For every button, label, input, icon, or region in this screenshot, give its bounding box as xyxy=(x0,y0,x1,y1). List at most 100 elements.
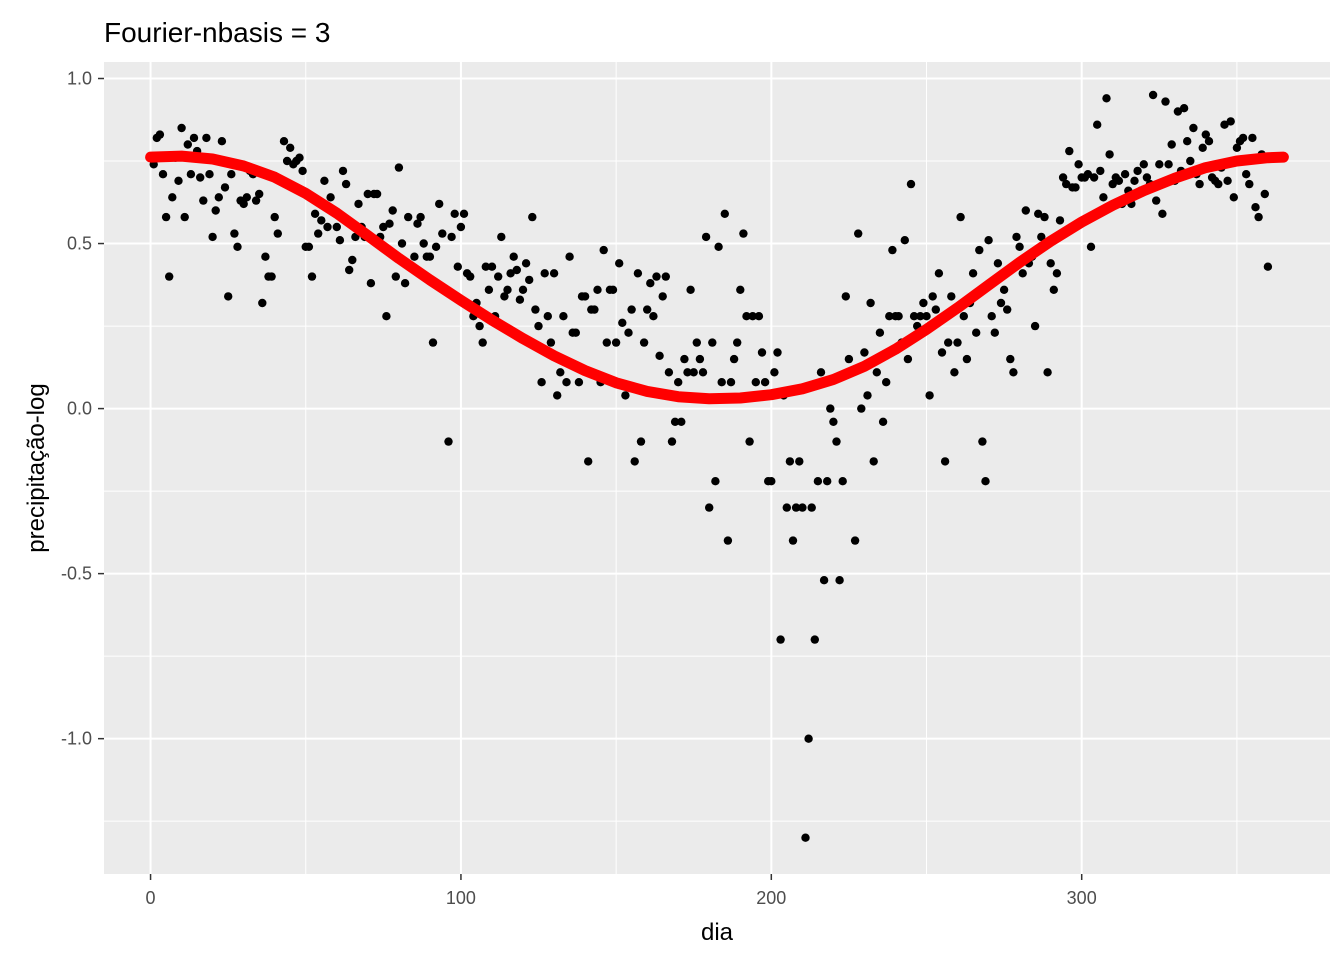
data-point xyxy=(754,312,764,321)
x-tick-label: 300 xyxy=(1067,888,1097,908)
data-point xyxy=(304,242,314,251)
data-point xyxy=(186,170,196,179)
data-point xyxy=(503,285,512,294)
data-point xyxy=(717,378,726,387)
data-point xyxy=(494,272,503,281)
data-point xyxy=(1214,179,1223,189)
data-point xyxy=(419,239,428,248)
data-point xyxy=(447,232,456,242)
data-point xyxy=(689,368,698,377)
data-point xyxy=(1046,259,1055,268)
data-point xyxy=(773,348,782,357)
data-point xyxy=(189,133,199,143)
data-point xyxy=(782,503,791,512)
data-point xyxy=(922,312,931,321)
data-point xyxy=(841,292,850,301)
data-point xyxy=(1245,179,1254,189)
data-point xyxy=(1223,176,1232,185)
data-point xyxy=(404,212,413,222)
data-point xyxy=(801,833,810,842)
data-point xyxy=(574,378,584,387)
data-point xyxy=(317,216,326,225)
data-point xyxy=(813,477,823,486)
data-point xyxy=(602,338,611,347)
data-point xyxy=(661,272,670,281)
data-point xyxy=(683,368,692,377)
data-point xyxy=(909,312,919,321)
data-point xyxy=(416,212,425,222)
data-point xyxy=(270,212,279,222)
data-point xyxy=(798,503,807,512)
data-point xyxy=(540,269,549,278)
data-point xyxy=(1254,212,1263,222)
data-point xyxy=(655,351,664,360)
data-point xyxy=(484,285,494,294)
data-point xyxy=(962,354,972,364)
data-point xyxy=(1055,216,1065,225)
data-point xyxy=(940,457,950,466)
data-point xyxy=(1040,212,1049,222)
data-point xyxy=(748,312,757,321)
data-point xyxy=(1086,242,1096,251)
data-point xyxy=(1114,176,1124,185)
data-point xyxy=(155,130,165,139)
data-point xyxy=(937,348,947,357)
data-point xyxy=(844,354,854,364)
data-point xyxy=(826,404,835,413)
data-point xyxy=(1089,173,1099,182)
data-point xyxy=(816,368,826,377)
data-point xyxy=(739,229,748,238)
data-point xyxy=(242,193,251,202)
data-point xyxy=(214,193,223,202)
data-point xyxy=(584,457,593,466)
data-point xyxy=(366,279,376,288)
data-point xyxy=(456,222,466,232)
data-point xyxy=(1152,196,1161,205)
y-tick-label: 0.0 xyxy=(67,399,92,419)
data-point xyxy=(208,232,217,242)
data-point xyxy=(1083,170,1093,179)
data-point xyxy=(1015,242,1024,251)
data-point xyxy=(1183,137,1192,146)
data-point xyxy=(875,328,885,337)
data-point xyxy=(621,391,630,400)
data-point xyxy=(664,368,674,377)
data-point xyxy=(506,269,515,278)
data-point xyxy=(388,206,397,215)
data-point xyxy=(487,262,497,271)
data-point xyxy=(180,212,189,222)
data-point xyxy=(742,312,751,321)
data-point xyxy=(1161,97,1170,106)
data-point xyxy=(1226,117,1235,126)
data-point xyxy=(888,245,897,255)
data-point xyxy=(413,219,422,228)
data-point xyxy=(698,368,708,377)
data-point xyxy=(1049,285,1059,294)
data-point xyxy=(1099,193,1108,202)
data-point xyxy=(608,285,618,294)
data-point xyxy=(177,123,186,133)
data-point xyxy=(500,292,509,301)
data-point xyxy=(1108,179,1117,189)
data-point xyxy=(906,179,916,189)
data-point xyxy=(649,312,658,321)
x-tick-label: 200 xyxy=(756,888,786,908)
data-point xyxy=(475,321,484,331)
data-point xyxy=(174,176,183,185)
data-point xyxy=(701,232,711,242)
data-point xyxy=(674,378,683,387)
data-point xyxy=(1164,160,1173,169)
data-point xyxy=(1229,193,1239,202)
data-point xyxy=(944,338,953,347)
data-point xyxy=(931,305,940,314)
data-point xyxy=(199,196,208,205)
data-point xyxy=(863,391,872,400)
data-point xyxy=(1003,305,1012,314)
data-point xyxy=(593,285,602,294)
data-point xyxy=(1021,206,1030,215)
data-point xyxy=(478,338,487,347)
data-point xyxy=(1037,232,1046,242)
data-point xyxy=(497,232,506,242)
data-point xyxy=(1074,160,1083,169)
data-point xyxy=(757,348,767,357)
